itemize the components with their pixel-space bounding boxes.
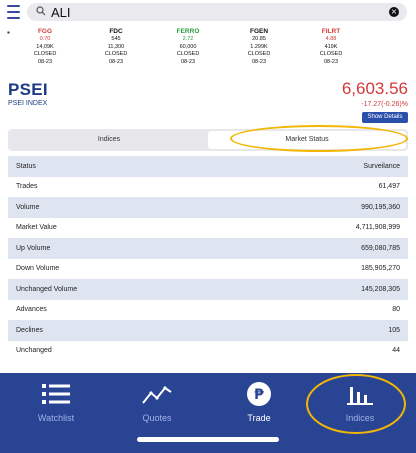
ticker-symbol: FERRO [176,28,200,35]
ticker-volume: 14,09K [36,43,54,50]
ticker-date: 08-23 [323,59,339,66]
index-subtitle: PSEI INDEX [8,100,48,107]
table-row: Market Value 4,711,908,999 [8,217,408,238]
row-label: Volume [16,203,40,211]
table-row: Unchanged 44 [8,340,408,361]
table-row: Declines 105 [8,320,408,341]
ticker-volume: 419K [324,43,338,50]
nav-label: Trade [247,413,271,423]
row-label: Unchanged Volume [16,285,78,293]
ticker-symbol: FGG [37,28,53,35]
ticker-date: 08-23 [251,59,267,66]
ticker-status: CLOSED [104,51,128,58]
ticker-status: CLOSED [247,51,271,58]
row-value: 4,711,908,999 [355,224,400,232]
ticker-price: 4.88 [325,35,337,42]
row-value: Surveilance [363,162,400,170]
row-value: 659,080,785 [361,244,400,252]
market-status-table: Status Surveilance Trades 61,497 Volume 990… [8,156,408,361]
row-label: Trades [16,183,38,191]
ticker-volume: 60,000 [179,43,197,50]
ticker-price: 20.85 [252,35,266,42]
nav-label: Indices [345,413,375,423]
ticker-marker-icon: ▪ [7,28,10,37]
table-row: Volume 990,195,360 [8,197,408,218]
table-row: Unchanged Volume 145,208,305 [8,279,408,300]
row-value: 185,905,270 [361,265,400,273]
row-value: 44 [392,347,400,355]
search-input[interactable] [51,3,371,21]
top-bar: × [0,0,416,24]
row-value: 61,497 [378,183,400,191]
ticker-price: 0.70 [39,35,51,42]
row-label: Up Volume [16,244,51,252]
ticker-item[interactable]: FDC 545 11,300 CLOSED 08-23 [86,28,146,67]
index-value: 6,603.56 [341,79,408,98]
row-value: 80 [392,306,400,314]
ticker-date: 08-23 [108,59,124,66]
search-bar[interactable]: × [27,3,407,21]
home-indicator [137,437,279,442]
row-label: Status [16,162,36,170]
row-label: Down Volume [16,265,60,273]
index-change: -17.27(-0.26)% [361,101,408,108]
table-row: Down Volume 185,905,270 [8,258,408,279]
chart-line-icon [142,386,172,404]
bar-chart-icon [347,387,373,405]
table-row: Advances 80 [8,299,408,320]
table-row: Trades 61,497 [8,176,408,197]
ticker-item[interactable]: FGEN 20.85 1.299K CLOSED 08-23 [229,28,289,67]
nav-indices[interactable]: Indices [320,381,400,423]
row-label: Declines [16,326,43,334]
tab-indices[interactable]: Indices [97,136,121,143]
ticker-status: CLOSED [176,51,200,58]
table-row: Status Surveilance [8,156,408,177]
ticker-item[interactable]: FILRT 4.88 419K CLOSED 08-23 [301,28,361,67]
row-label: Market Value [16,224,57,232]
nav-label: Watchlist [37,413,75,423]
ticker-symbol: FDC [109,28,123,35]
ticker-symbol: FGEN [249,28,269,35]
list-icon [42,384,70,404]
row-value: 990,195,360 [361,203,400,211]
ticker-volume: 11,300 [107,43,125,50]
row-value: 145,208,305 [361,285,400,293]
peso-icon: ₱ [247,382,271,406]
ticker-item[interactable]: FERRO 2.72 60,000 CLOSED 08-23 [158,28,218,67]
ticker-price: 545 [111,35,121,42]
index-name: PSEI [8,80,48,99]
clear-icon[interactable]: × [389,7,399,17]
nav-label: Quotes [142,413,172,423]
ticker-date: 08-23 [37,59,53,66]
segmented-tabs: Indices Market Status [8,129,408,151]
ticker-status: CLOSED [319,51,343,58]
search-icon [36,6,46,16]
tab-market-status[interactable]: Market Status [208,131,406,149]
menu-icon[interactable] [7,5,20,19]
nav-watchlist[interactable]: Watchlist [16,381,96,423]
nav-quotes[interactable]: Quotes [117,381,197,423]
table-row: Up Volume 659,080,785 [8,238,408,259]
svg-text:₱: ₱ [254,387,264,403]
row-value: 105 [388,326,400,334]
ticker-price: 2.72 [182,35,194,42]
ticker-volume: 1.299K [250,43,268,50]
nav-trade[interactable]: ₱ Trade [219,381,299,423]
ticker-status: CLOSED [33,51,57,58]
row-label: Advances [16,306,47,314]
ticker-item[interactable]: FGG 0.70 14,09K CLOSED 08-23 [15,28,75,67]
ticker-strip: ▪ FGG 0.70 14,09K CLOSED 08-23 FDC 545 1… [0,26,416,72]
ticker-date: 08-23 [180,59,196,66]
show-details-button[interactable]: Show Details [362,112,408,123]
ticker-symbol: FILRT [321,28,341,35]
row-label: Unchanged [16,347,52,355]
